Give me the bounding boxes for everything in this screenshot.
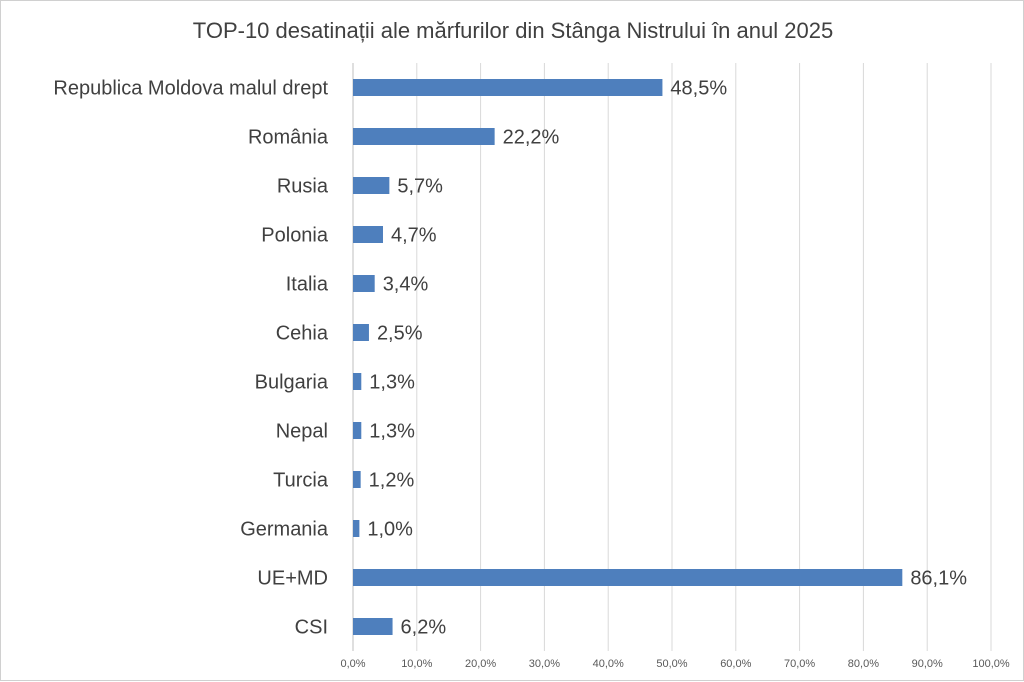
- category-label: Germania: [240, 519, 329, 541]
- data-label: 48,5%: [670, 78, 727, 100]
- category-label: Cehia: [276, 323, 329, 345]
- x-tick-label: 10,0%: [401, 658, 432, 670]
- x-tick-label: 40,0%: [593, 658, 624, 670]
- category-label: Republica Moldova malul drept: [53, 78, 328, 100]
- data-label: 1,0%: [367, 519, 413, 541]
- gridlines: [352, 63, 992, 651]
- category-label: Bulgaria: [255, 372, 329, 394]
- category-label: Rusia: [277, 176, 329, 198]
- data-label: 4,7%: [391, 225, 437, 247]
- chart-title: TOP-10 desatinații ale mărfurilor din St…: [193, 18, 833, 43]
- bar: [353, 520, 360, 537]
- bar: [353, 422, 362, 439]
- category-label: Polonia: [261, 225, 329, 247]
- data-label: 22,2%: [503, 127, 560, 149]
- bar: [353, 226, 383, 243]
- category-label: Nepal: [276, 421, 328, 443]
- category-label: Italia: [286, 274, 329, 296]
- data-label: 2,5%: [377, 323, 423, 345]
- x-tick-label: 80,0%: [848, 658, 879, 670]
- category-labels: Republica Moldova malul drept România Rusi…: [53, 78, 328, 639]
- data-label: 86,1%: [910, 568, 967, 590]
- x-tick-label: 60,0%: [720, 658, 751, 670]
- value-labels: 48,5% 22,2% 5,7% 4,7% 3,4% 2,5% 1,3% 1,3% 1,2% 1,…: [367, 78, 967, 639]
- category-label: UE+MD: [257, 568, 328, 590]
- data-label: 1,3%: [369, 421, 415, 443]
- data-label: 1,3%: [369, 372, 415, 394]
- bar: [353, 79, 663, 96]
- bar: [353, 471, 361, 488]
- x-tick-label: 0,0%: [340, 658, 365, 670]
- bar: [353, 275, 375, 292]
- x-tick-label: 100,0%: [972, 658, 1010, 670]
- data-label: 6,2%: [401, 617, 447, 639]
- bar: [353, 177, 390, 194]
- x-tick-label: 50,0%: [656, 658, 687, 670]
- data-label: 5,7%: [397, 176, 443, 198]
- bar: [353, 373, 362, 390]
- category-label: Turcia: [273, 470, 329, 492]
- x-tick-label: 20,0%: [465, 658, 496, 670]
- x-tick-label: 70,0%: [784, 658, 815, 670]
- x-tick-label: 30,0%: [529, 658, 560, 670]
- bars: [353, 79, 903, 635]
- x-tick-labels: 0,0% 10,0% 20,0% 30,0% 40,0% 50,0% 60,0% 70,0% 8…: [340, 658, 1009, 670]
- bar: [353, 128, 495, 145]
- category-label: CSI: [295, 617, 328, 639]
- data-label: 3,4%: [383, 274, 429, 296]
- bar: [353, 569, 903, 586]
- bar: [353, 324, 369, 341]
- category-label: România: [248, 127, 329, 149]
- bar: [353, 618, 393, 635]
- data-label: 1,2%: [369, 470, 415, 492]
- x-tick-label: 90,0%: [912, 658, 943, 670]
